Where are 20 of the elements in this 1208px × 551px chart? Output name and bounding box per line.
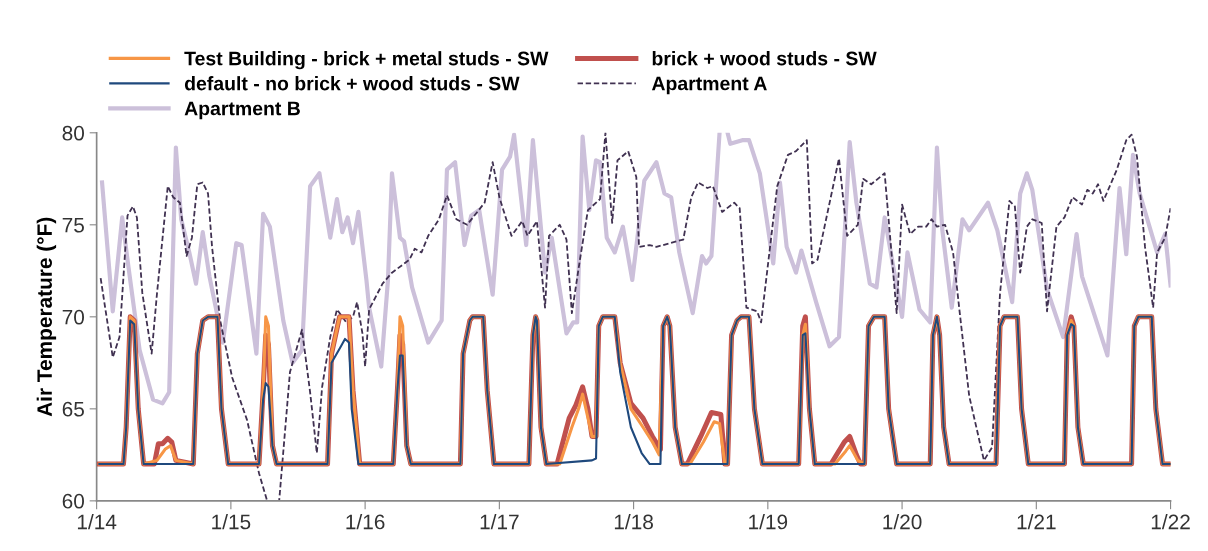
x-tick-label: 1/15 bbox=[212, 514, 251, 530]
y-tick-label: 60 bbox=[62, 493, 85, 509]
legend-label: brick + wood studs - SW bbox=[652, 51, 877, 66]
x-tick-label: 1/14 bbox=[77, 514, 117, 530]
legend-label: Test Building - brick + metal studs - SW bbox=[184, 51, 549, 70]
x-tick-label: 1/19 bbox=[749, 514, 788, 530]
legend-label: default - no brick + wood studs - SW bbox=[184, 76, 520, 91]
x-tick-label: 1/17 bbox=[480, 514, 519, 530]
x-tick-label: 1/16 bbox=[346, 514, 385, 530]
y-tick-label: 80 bbox=[62, 125, 85, 141]
y-tick-label: 75 bbox=[62, 218, 84, 233]
x-tick-label: 1/20 bbox=[883, 514, 922, 530]
x-tick-label: 1/21 bbox=[1017, 514, 1056, 530]
y-tick-label: 70 bbox=[62, 309, 85, 325]
x-tick-label: 1/22 bbox=[1151, 514, 1190, 530]
x-tick-label: 1/18 bbox=[614, 514, 653, 530]
y-tick-label: 65 bbox=[62, 401, 84, 417]
legend-label: Apartment B bbox=[184, 101, 300, 120]
y-axis-title: Air Temperature (°F) bbox=[36, 217, 57, 417]
legend-label: Apartment A bbox=[651, 76, 767, 95]
